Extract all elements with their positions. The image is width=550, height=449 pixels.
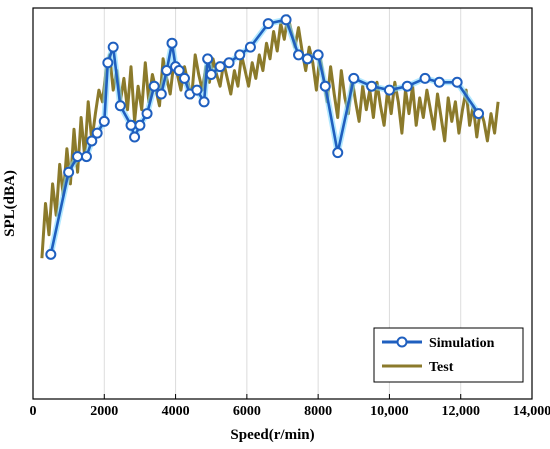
data-point-simulation (86, 135, 98, 147)
data-point-simulation (205, 68, 217, 80)
x-tick-label: 4000 (162, 404, 190, 419)
data-point-simulation (280, 14, 292, 26)
legend-label-test: Test (429, 360, 454, 375)
data-point-simulation (98, 115, 110, 127)
x-tick-label: 10,000 (370, 404, 409, 419)
data-point-simulation (198, 96, 210, 108)
data-point-simulation (401, 80, 413, 92)
data-point-simulation (129, 131, 141, 143)
data-point-simulation (433, 76, 445, 88)
x-tick-label: 2000 (90, 404, 118, 419)
data-point-simulation (383, 84, 395, 96)
data-point-simulation (293, 49, 305, 61)
x-tick-label: 6000 (233, 404, 261, 419)
data-point-simulation (223, 57, 235, 69)
data-point-simulation (134, 119, 146, 131)
data-point-simulation (161, 65, 173, 77)
data-point-simulation (366, 80, 378, 92)
data-point-simulation (155, 88, 167, 100)
x-tick-label: 8000 (304, 404, 332, 419)
data-point-simulation (107, 41, 119, 53)
data-point-simulation (91, 127, 103, 139)
x-tick-label: 12,000 (441, 404, 480, 419)
data-point-simulation (141, 108, 153, 120)
data-point-simulation (473, 108, 485, 120)
data-point-simulation (419, 72, 431, 84)
data-point-simulation (202, 53, 214, 65)
data-point-simulation (301, 53, 313, 65)
data-point-simulation (45, 248, 57, 260)
data-point-simulation (262, 18, 274, 30)
data-point-simulation (191, 84, 203, 96)
data-point-simulation (319, 80, 331, 92)
data-point-simulation (125, 119, 137, 131)
x-tick-label: 14,000 (513, 404, 550, 419)
data-point-simulation (451, 76, 463, 88)
data-point-simulation (214, 61, 226, 73)
x-axis-ticks: 0 2000 4000 6000 8000 10,000 12,000 14,000 (30, 394, 550, 419)
data-point-simulation (114, 100, 126, 112)
plot-frame (32, 7, 533, 400)
data-point-simulation (348, 72, 360, 84)
data-point-simulation (234, 49, 246, 61)
legend-box (373, 327, 524, 383)
legend-label-simulation: Simulation (429, 336, 495, 351)
x-tick-label: 0 (30, 404, 37, 419)
data-point-simulation (63, 166, 75, 178)
data-point-simulation (102, 57, 114, 69)
series-layer (40, 14, 500, 260)
data-point-simulation (148, 80, 160, 92)
data-point-simulation (244, 41, 256, 53)
data-point-simulation (173, 65, 185, 77)
data-point-simulation (72, 151, 84, 163)
x-axis-title: Speed(r/min) (230, 427, 314, 443)
legend: Simulation Test (373, 327, 524, 383)
data-point-simulation (312, 49, 324, 61)
data-point-simulation (166, 37, 178, 49)
data-point-simulation (178, 72, 190, 84)
y-axis-title: SPL(dBA) (2, 170, 18, 237)
data-point-simulation (80, 151, 92, 163)
data-point-simulation (332, 147, 344, 159)
legend-marker-simulation (396, 336, 408, 348)
